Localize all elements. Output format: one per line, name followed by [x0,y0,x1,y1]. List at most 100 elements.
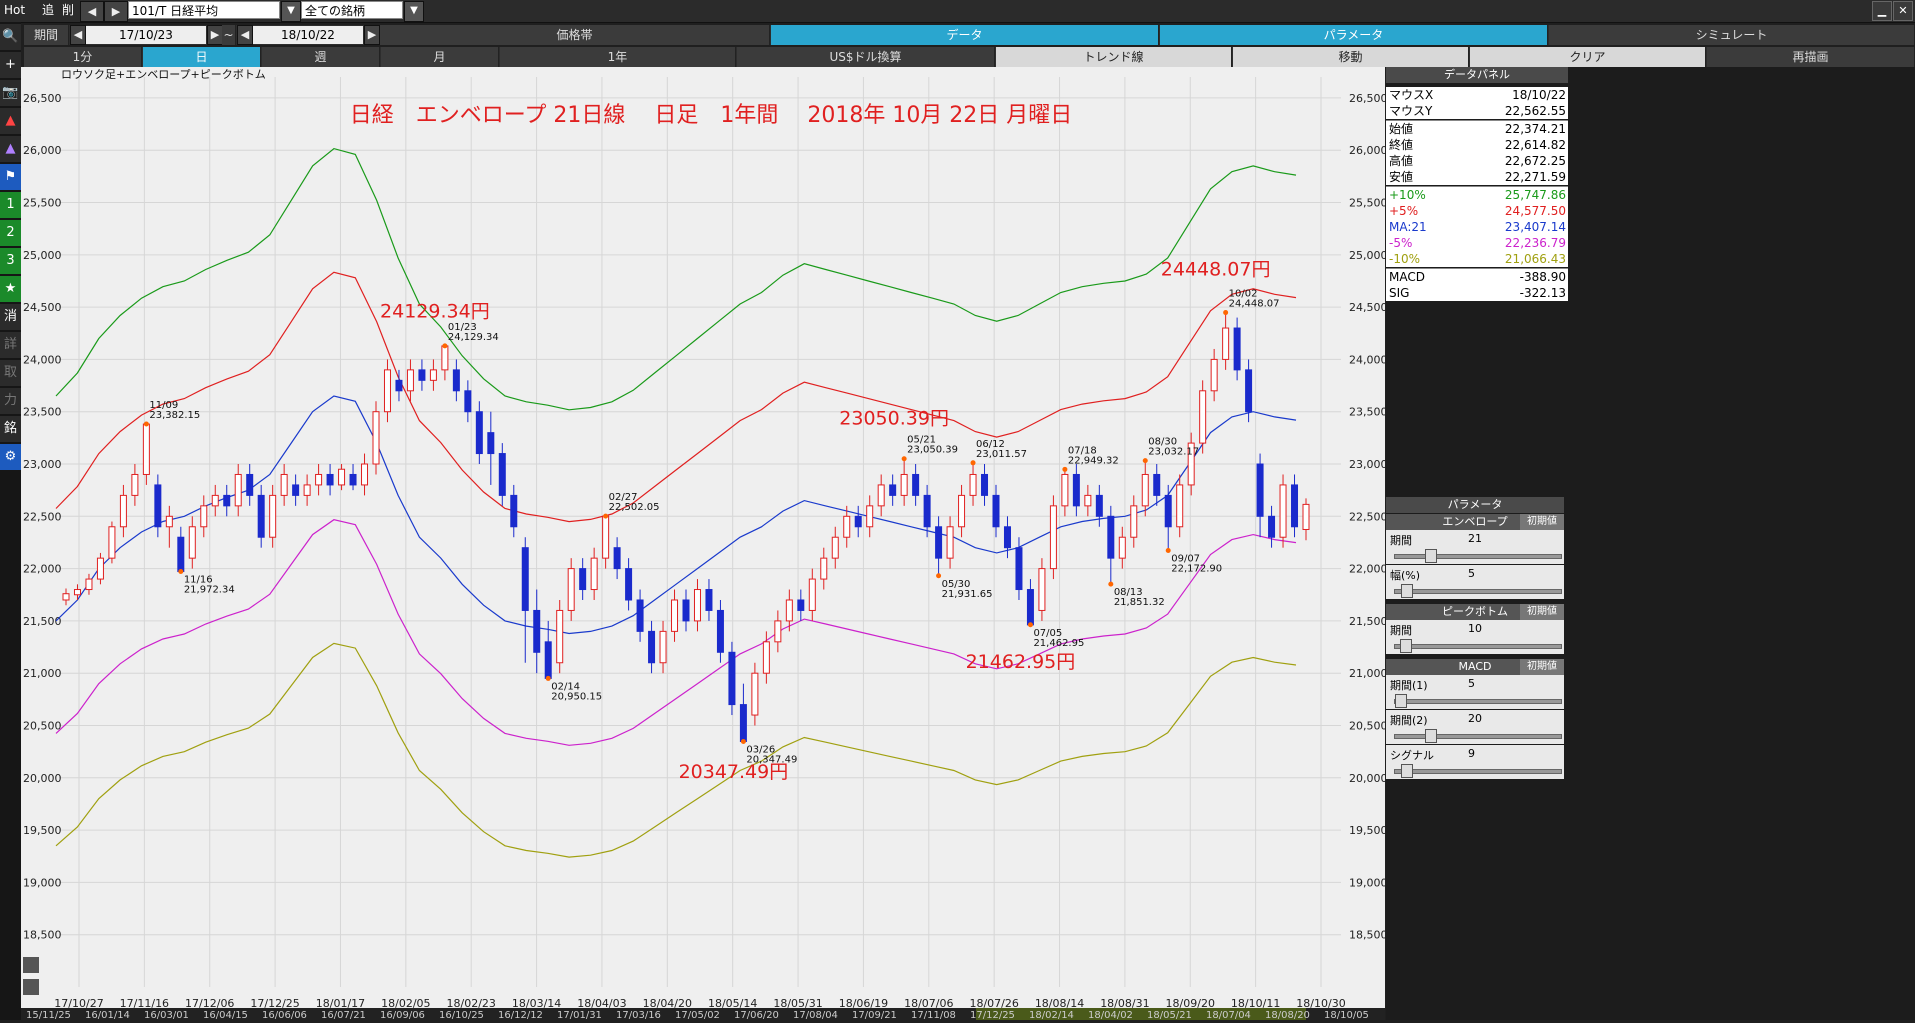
tab-clear[interactable]: クリア [1470,47,1706,67]
tab-parameter[interactable]: パラメータ [1160,25,1548,45]
date-to-field[interactable]: 18/10/22 [253,26,363,44]
preset-3-button[interactable]: 3 [0,248,21,274]
bottom-tick-label: 17/12/25 [970,1010,1015,1020]
power-button[interactable]: 力 [0,388,21,414]
envelope-line-5 [55,271,1297,523]
candlestick-chart[interactable]: 18,500 18,500 19,000 19,000 19,500 19,500 20,0… [21,67,1388,1020]
tab-price-band[interactable]: 価格帯 [380,25,770,45]
y-tick-label-right: 23,000 [1349,458,1385,471]
camera-icon[interactable]: 📷 [0,80,21,106]
param-slider[interactable] [1394,639,1562,653]
price-callout: 21462.95円 [966,651,1076,673]
detail-button[interactable]: 詳 [0,332,21,358]
date-from-field[interactable]: 17/10/23 [86,26,206,44]
param-slider[interactable] [1394,694,1562,708]
scroll-thumb[interactable] [976,1008,1306,1020]
next-symbol-button[interactable]: ▶ [104,1,128,22]
candle-body [728,651,736,706]
symbol-field[interactable]: 101/T 日経平均 [128,1,280,19]
param-value[interactable]: 21 [1468,532,1482,545]
reset-button[interactable]: 初期値 [1520,604,1564,620]
star-icon[interactable]: ★ [0,276,21,302]
add-button[interactable]: 追 [41,3,54,17]
universe-dropdown-icon[interactable]: ▼ [404,1,424,22]
tab-data[interactable]: データ [771,25,1159,45]
y-tick-label-left: 21,500 [23,615,62,628]
search-icon[interactable]: 🔍 [0,24,21,50]
bottom-scroll-axis[interactable]: 15/11/25 16/01/14 16/03/01 16/04/15 16/06/06… [21,1008,1385,1021]
reset-button[interactable]: 初期値 [1520,514,1564,530]
tab-move[interactable]: 移動 [1233,47,1469,67]
bottom-value-label: 20,347.49 [746,754,797,765]
stock-button[interactable]: 銘 [0,416,21,442]
reset-button[interactable]: 初期値 [1520,659,1564,675]
hot-label[interactable]: Hot [4,3,26,17]
param-value[interactable]: 9 [1468,747,1475,760]
tab-month[interactable]: 月 [381,47,499,67]
symbol-dropdown-icon[interactable]: ▼ [281,1,301,22]
slider-thumb[interactable] [1399,639,1412,653]
candle-body [498,453,506,496]
preset-2-button[interactable]: 2 [0,220,21,246]
peak-bottom-marker [143,421,149,427]
tab-1year[interactable]: 1年 [500,47,736,67]
slider-thumb[interactable] [1425,729,1437,743]
fetch-button[interactable]: 取 [0,360,21,386]
y-tick-label-right: 25,000 [1349,249,1385,262]
peak-bottom-marker [936,573,942,579]
candle-body [200,505,208,528]
date-to-next-icon[interactable]: ▶ [364,25,380,45]
tab-redraw[interactable]: 再描画 [1707,47,1915,67]
tab-usd[interactable]: US$ドル換算 [737,47,995,67]
chart-area[interactable]: 18,500 18,500 19,000 19,000 19,500 19,500 20,0… [21,67,1388,1020]
erase-button[interactable]: 消 [0,304,21,330]
bottom-value-label: 21,462.95 [1033,638,1084,649]
date-from-next-icon[interactable]: ▶ [207,25,223,45]
period-row: 期間 ◀ 17/10/23 ▶ ~ ◀ 18/10/22 ▶ 価格帯 データ パ… [24,25,1915,45]
prev-symbol-button[interactable]: ◀ [80,1,104,22]
param-group-header: MACD 初期値 [1386,659,1564,675]
price-callout: 23050.39円 [839,407,949,429]
candle-body [958,494,966,528]
universe-field[interactable]: 全ての銘柄 [301,1,403,19]
slider-thumb[interactable] [1425,549,1437,563]
param-value[interactable]: 5 [1468,567,1475,580]
tab-week[interactable]: 週 [262,47,380,67]
candle-body [1291,484,1299,528]
tab-simulate[interactable]: シミュレート [1549,25,1915,45]
gear-icon[interactable]: ⚙ [0,444,21,470]
param-slider[interactable] [1394,584,1562,598]
date-to-prev-icon[interactable]: ◀ [237,25,253,45]
peak-bottom-marker [1142,458,1148,464]
date-from-prev-icon[interactable]: ◀ [70,25,86,45]
data-panel-key: -5% [1389,236,1413,250]
mini-chart-icon[interactable] [23,979,39,995]
param-slider[interactable] [1394,549,1562,563]
tab-day[interactable]: 日 [143,47,261,67]
close-button[interactable]: ✕ [1893,1,1913,21]
chart-red-icon[interactable]: ▲ [0,108,21,134]
delete-button[interactable]: 削 [61,3,74,17]
candle-body [1118,536,1126,559]
tab-trendline[interactable]: トレンド線 [996,47,1232,67]
param-value[interactable]: 20 [1468,712,1482,725]
mini-chart-icon[interactable] [23,957,39,973]
preset-1-button[interactable]: 1 [0,192,21,218]
candle-body [475,411,483,455]
slider-thumb[interactable] [1395,694,1407,708]
slider-thumb[interactable] [1401,584,1413,598]
slider-thumb[interactable] [1401,764,1413,778]
param-slider[interactable] [1394,764,1562,778]
candle-body [326,473,334,486]
tab-1min[interactable]: 1分 [24,47,142,67]
flag-icon[interactable]: ⚑ [0,164,21,190]
param-value[interactable]: 5 [1468,677,1475,690]
chart-purple-icon[interactable]: ▲ [0,136,21,162]
crosshair-icon[interactable]: + [0,52,21,78]
param-slider[interactable] [1394,729,1562,743]
param-value[interactable]: 10 [1468,622,1482,635]
minimize-button[interactable]: ▁ [1872,1,1892,21]
candle-body [785,599,793,622]
candle-body [544,641,552,679]
candle-body [246,473,254,496]
